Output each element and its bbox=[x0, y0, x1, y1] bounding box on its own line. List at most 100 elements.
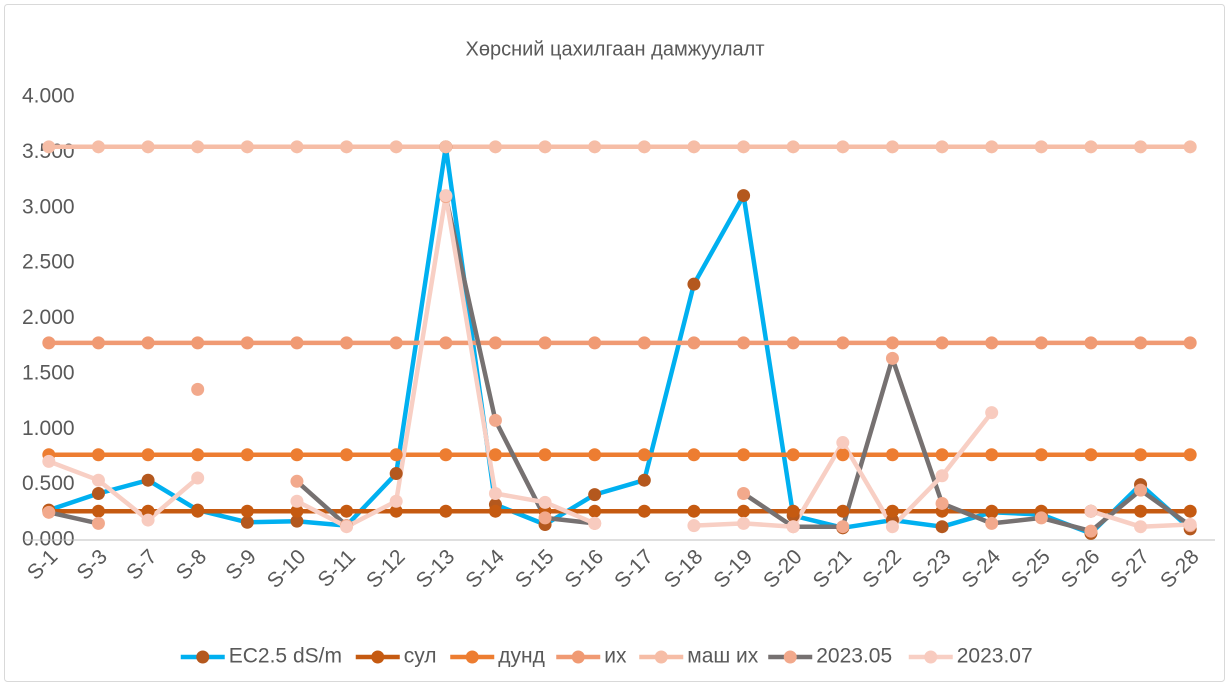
data-point bbox=[538, 448, 552, 462]
data-point bbox=[786, 336, 800, 350]
y-tick-label: 3.000 bbox=[22, 195, 75, 218]
data-point bbox=[885, 336, 899, 350]
data-point bbox=[737, 448, 751, 462]
y-tick-label: 2.000 bbox=[22, 306, 75, 329]
data-point bbox=[687, 336, 701, 350]
chart-title: Хөрсний цахилгаан дамжуулалт bbox=[466, 38, 765, 60]
data-point bbox=[687, 140, 701, 154]
data-point bbox=[290, 514, 304, 528]
legend-label: EC2.5 dS/m bbox=[229, 645, 342, 668]
data-point bbox=[240, 448, 254, 462]
data-point bbox=[439, 189, 453, 203]
data-point bbox=[240, 515, 254, 529]
data-point bbox=[985, 516, 999, 530]
data-point bbox=[389, 140, 403, 154]
data-point bbox=[1183, 140, 1197, 154]
data-point bbox=[637, 504, 651, 518]
legend-marker bbox=[196, 650, 210, 664]
data-point bbox=[488, 486, 502, 500]
data-point bbox=[191, 504, 205, 518]
data-point bbox=[488, 140, 502, 154]
data-point bbox=[91, 473, 105, 487]
data-point bbox=[786, 448, 800, 462]
data-point bbox=[340, 140, 354, 154]
data-point bbox=[1183, 517, 1197, 531]
data-point bbox=[91, 486, 105, 500]
data-point bbox=[935, 469, 949, 483]
y-tick-label: 4.000 bbox=[22, 85, 75, 108]
data-point bbox=[737, 336, 751, 350]
legend-marker bbox=[465, 650, 479, 664]
data-point bbox=[389, 494, 403, 508]
data-point bbox=[42, 336, 56, 350]
data-point bbox=[1084, 336, 1098, 350]
data-point bbox=[439, 448, 453, 462]
data-point bbox=[42, 140, 56, 154]
data-point bbox=[340, 448, 354, 462]
data-point bbox=[191, 382, 205, 396]
data-point bbox=[637, 336, 651, 350]
data-point bbox=[340, 520, 354, 534]
data-point bbox=[290, 448, 304, 462]
data-point bbox=[91, 516, 105, 530]
data-point bbox=[588, 448, 602, 462]
data-point bbox=[935, 336, 949, 350]
data-point bbox=[91, 140, 105, 154]
data-point bbox=[488, 336, 502, 350]
data-point bbox=[290, 494, 304, 508]
legend-label: их bbox=[604, 645, 627, 668]
data-point bbox=[340, 336, 354, 350]
data-point bbox=[737, 189, 751, 203]
data-point bbox=[191, 336, 205, 350]
data-point bbox=[985, 448, 999, 462]
data-point bbox=[538, 140, 552, 154]
data-point bbox=[538, 336, 552, 350]
data-point bbox=[290, 504, 304, 518]
data-point bbox=[1034, 140, 1048, 154]
data-point bbox=[191, 140, 205, 154]
data-point bbox=[290, 474, 304, 488]
data-point bbox=[141, 336, 155, 350]
data-point bbox=[141, 140, 155, 154]
data-point bbox=[439, 504, 453, 518]
data-point bbox=[1183, 448, 1197, 462]
legend-marker bbox=[371, 650, 385, 664]
data-point bbox=[141, 448, 155, 462]
data-point bbox=[836, 504, 850, 518]
y-tick-label: 0.000 bbox=[22, 528, 75, 551]
data-point bbox=[737, 486, 751, 500]
data-point bbox=[290, 140, 304, 154]
data-point bbox=[389, 504, 403, 518]
data-point bbox=[1084, 140, 1098, 154]
data-point bbox=[141, 513, 155, 527]
legend-label: дунд bbox=[498, 645, 545, 668]
data-point bbox=[1134, 520, 1148, 534]
data-point bbox=[836, 336, 850, 350]
legend-label: маш их bbox=[687, 645, 759, 668]
data-point bbox=[836, 436, 850, 450]
legend-label: сул bbox=[404, 645, 437, 668]
data-point bbox=[191, 471, 205, 485]
data-point bbox=[141, 473, 155, 487]
data-point bbox=[340, 504, 354, 518]
data-point bbox=[240, 504, 254, 518]
data-point bbox=[637, 473, 651, 487]
data-point bbox=[687, 519, 701, 533]
data-point bbox=[588, 140, 602, 154]
data-point bbox=[290, 336, 304, 350]
data-point bbox=[1034, 511, 1048, 525]
data-point bbox=[1084, 504, 1098, 518]
legend-label: 2023.05 bbox=[816, 645, 892, 668]
data-point bbox=[985, 140, 999, 154]
data-point bbox=[786, 140, 800, 154]
data-point bbox=[588, 488, 602, 502]
data-point bbox=[488, 504, 502, 518]
data-point bbox=[985, 504, 999, 518]
data-point bbox=[1084, 524, 1098, 538]
data-point bbox=[786, 520, 800, 534]
data-point bbox=[1134, 483, 1148, 497]
data-point bbox=[836, 520, 850, 534]
data-point bbox=[588, 336, 602, 350]
data-point bbox=[836, 448, 850, 462]
